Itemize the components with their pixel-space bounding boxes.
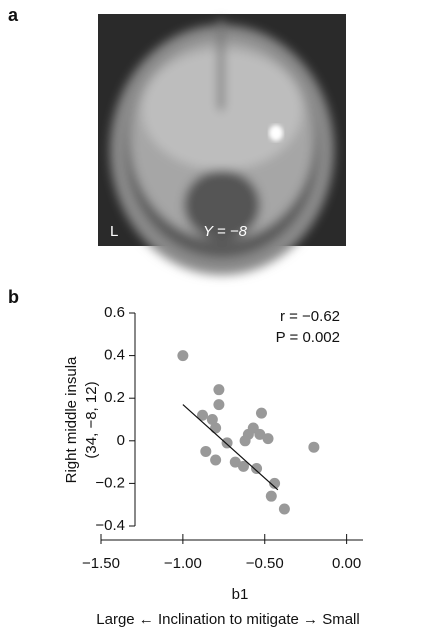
annotation: P = 0.002 <box>276 329 340 346</box>
x-tick-label: −1.50 <box>82 555 120 572</box>
point <box>210 423 221 434</box>
panel-label: b <box>8 287 19 307</box>
point <box>251 463 262 474</box>
point <box>200 446 211 457</box>
point <box>222 437 233 448</box>
y-tick-label: 0.4 <box>104 347 125 364</box>
y-tick-label: −0.2 <box>95 474 125 491</box>
point <box>240 435 251 446</box>
slice-label: Y = −8 <box>203 223 248 240</box>
figure: a b L Y = −8 r = −0.62 P = 0.002 b1 Larg… <box>0 0 437 632</box>
y-tick-label: 0.6 <box>104 304 125 321</box>
annotation: r = −0.62 <box>280 308 340 325</box>
y-axis-label: (34, −8, 12) <box>83 381 100 458</box>
point <box>263 433 274 444</box>
x-axis-sublabel: Large ← Inclination to mitigate → Small <box>96 611 359 628</box>
point <box>266 491 277 502</box>
x-axis-label: b1 <box>232 586 249 603</box>
x-tick-label: −0.50 <box>246 555 284 572</box>
point <box>308 442 319 453</box>
page: a b L Y = −8 r = −0.62 P = 0.002 b1 Larg… <box>0 0 437 632</box>
point <box>177 350 188 361</box>
point <box>213 399 224 410</box>
point <box>256 408 267 419</box>
point <box>213 384 224 395</box>
y-tick-label: −0.4 <box>95 517 125 534</box>
x-tick-label: −1.00 <box>164 555 202 572</box>
y-tick-label: 0 <box>117 432 125 449</box>
panel-label: a <box>8 5 19 25</box>
point <box>279 503 290 514</box>
x-tick-label: 0.00 <box>332 555 361 572</box>
y-axis-label: Right middle insula <box>63 356 80 483</box>
point <box>210 454 221 465</box>
brain-image: L Y = −8 <box>98 14 346 275</box>
y-tick-label: 0.2 <box>104 389 125 406</box>
side-label: L <box>110 223 118 240</box>
